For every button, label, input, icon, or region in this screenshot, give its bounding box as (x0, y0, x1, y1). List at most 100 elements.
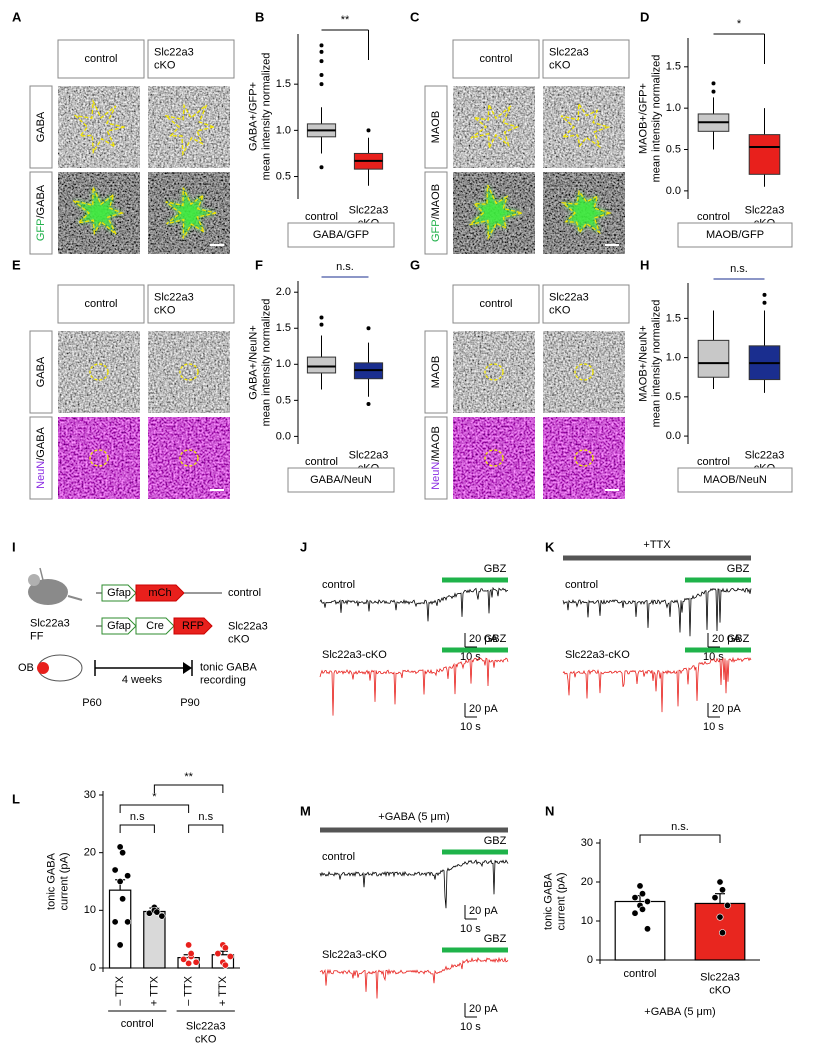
footer: MAOB/GFP (706, 229, 764, 241)
row-label: NeuN/MAOB (430, 426, 442, 490)
y-tick-label: 30 (581, 837, 593, 849)
footer-box (677, 467, 793, 493)
label: Cre (146, 620, 164, 632)
data-point (111, 918, 119, 926)
label: OB (18, 662, 34, 674)
label: 20 pA (712, 703, 741, 715)
data-point (643, 897, 651, 905)
micrograph (543, 417, 625, 499)
cell-outline (560, 101, 611, 149)
micrograph (58, 86, 140, 168)
row-label-box (29, 416, 53, 500)
x-tick-label: control (305, 211, 338, 223)
label: RFP (182, 620, 204, 632)
data-point (116, 877, 124, 885)
promoter (101, 584, 137, 602)
comparison-label: n.s. (671, 821, 689, 833)
olfactory-bulb (37, 662, 49, 674)
micrograph (453, 86, 535, 168)
footer: +GABA (5 μm) (644, 1006, 715, 1018)
micrograph (453, 417, 535, 499)
data-point (153, 908, 161, 916)
data-point (124, 872, 132, 880)
cell-outline (574, 449, 594, 467)
row-label: GABA (35, 111, 47, 142)
row-label-part: GFP (430, 219, 442, 242)
mouse (28, 579, 68, 605)
header-box (452, 39, 540, 79)
row-label-part: MAOB (430, 111, 442, 143)
comparison-bracket (188, 824, 224, 833)
cell-signal (469, 185, 522, 238)
label: GBZ (484, 633, 507, 645)
y-axis-label: MAOB+/NeuN+mean intensity normalized (638, 300, 663, 428)
y-tick-label: 0 (587, 954, 593, 966)
reporter (135, 584, 185, 602)
y-tick-label: 1.0 (276, 124, 291, 136)
panel-letter: I (12, 539, 16, 554)
header-box (57, 284, 145, 324)
micrograph (148, 331, 230, 413)
panel-letter: N (545, 803, 554, 818)
row-label-box (424, 416, 448, 500)
label: control (322, 579, 355, 591)
cell-outline (165, 187, 217, 239)
data-point (716, 913, 724, 921)
trace (319, 859, 509, 909)
comparison-label: n.s (198, 811, 213, 823)
data-point (226, 952, 234, 960)
x-tick-label: control (697, 211, 730, 223)
micrograph (148, 86, 230, 168)
cre (135, 617, 175, 635)
column-header: Slc22a3 cKO (154, 47, 194, 72)
column-header: Slc22a3 cKO (549, 292, 589, 317)
comparison-label: ** (184, 771, 193, 783)
row-label-part: MAOB (430, 356, 442, 388)
y-axis-label: tonic GABAcurrent (pA) (543, 872, 568, 930)
comparison-bracket (119, 824, 155, 833)
group-label: Slc22a3 cKO (186, 1021, 226, 1046)
label: 10 s (460, 721, 481, 733)
header-box (57, 39, 145, 79)
label: 10 s (460, 651, 481, 663)
cell-outline (469, 184, 523, 241)
label: tonic GABA recording (200, 662, 258, 687)
data-point (214, 950, 222, 958)
label: 10 s (460, 1021, 481, 1033)
comparison-label: n.s (130, 811, 145, 823)
mouse-tail (67, 595, 83, 601)
y-tick-label: 10 (84, 904, 96, 916)
micrograph (148, 417, 230, 499)
y-tick-label: 1.0 (666, 102, 681, 114)
label: 10 s (703, 721, 724, 733)
panel-letter: B (255, 9, 264, 24)
y-axis-label: GABA+/GFP+mean intensity normalized (248, 53, 273, 181)
row-label-box (424, 330, 448, 414)
significance: * (737, 18, 742, 30)
data-point (711, 894, 719, 902)
x-tick-label: + TTX (217, 975, 229, 1006)
label: mCh (148, 587, 171, 599)
row-label: GFP/GABA (35, 184, 47, 241)
reporter (173, 617, 213, 635)
label: 20 pA (712, 633, 741, 645)
y-tick-label: 2.0 (276, 286, 291, 298)
mouse-ear (28, 574, 40, 586)
data-point (221, 944, 229, 952)
y-tick-label: 30 (84, 789, 96, 801)
panel-letter: H (640, 257, 649, 272)
data-point (116, 843, 124, 851)
outlier (366, 128, 371, 133)
cell-outline (560, 189, 612, 234)
cell-outline (484, 363, 504, 381)
column-header: control (479, 298, 512, 310)
label: Gfap (107, 587, 131, 599)
y-tick-label: 0.5 (276, 394, 291, 406)
data-point (636, 882, 644, 890)
outlier (366, 401, 371, 406)
micrograph (453, 331, 535, 413)
label: Slc22a3-cKO (322, 949, 387, 961)
label: control (228, 587, 261, 599)
panel-letter: J (300, 539, 307, 554)
data-point (119, 895, 127, 903)
